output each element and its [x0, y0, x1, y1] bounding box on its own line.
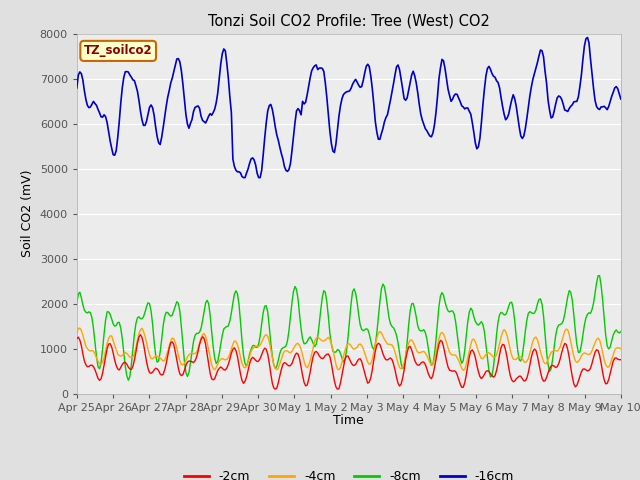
- Y-axis label: Soil CO2 (mV): Soil CO2 (mV): [21, 170, 34, 257]
- Legend: -2cm, -4cm, -8cm, -16cm: -2cm, -4cm, -8cm, -16cm: [179, 465, 519, 480]
- Text: TZ_soilco2: TZ_soilco2: [84, 44, 152, 58]
- Title: Tonzi Soil CO2 Profile: Tree (West) CO2: Tonzi Soil CO2 Profile: Tree (West) CO2: [208, 13, 490, 28]
- X-axis label: Time: Time: [333, 414, 364, 427]
